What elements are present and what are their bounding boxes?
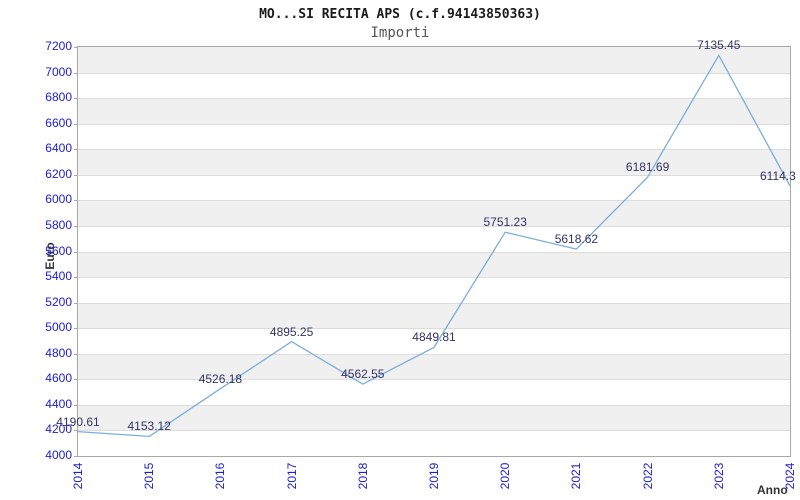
plot-band	[78, 47, 790, 73]
plot-band	[78, 149, 790, 175]
gridline	[78, 225, 790, 227]
plot-band	[78, 379, 790, 405]
line-series-path	[77, 54, 791, 438]
y-tick-label: 6800	[45, 90, 72, 105]
y-tick-mark	[74, 379, 78, 381]
y-tick-label: 5600	[45, 243, 72, 258]
y-tick-mark	[74, 353, 78, 355]
y-tick-mark	[74, 404, 78, 406]
y-tick-label: 5200	[45, 294, 72, 309]
gridline	[78, 353, 790, 355]
point-value-label: 4849.81	[412, 330, 456, 345]
gridline	[78, 149, 790, 151]
y-tick-label: 4200	[45, 422, 72, 437]
y-tick-label: 7000	[45, 64, 72, 79]
y-tick-mark	[74, 328, 78, 330]
y-tick-mark	[74, 456, 78, 457]
point-value-label: 4526.18	[198, 371, 243, 386]
point-value-label: 4153.12	[127, 419, 171, 434]
y-tick-mark	[74, 123, 78, 125]
chart-title: MO...SI RECITA APS (c.f.94143850363)	[259, 7, 541, 22]
y-tick-label: 5000	[45, 320, 72, 335]
point-value-label: 6114.3	[759, 168, 796, 183]
plot-band	[78, 353, 790, 380]
gridline	[78, 200, 790, 202]
gridline	[78, 98, 790, 100]
plot-band	[78, 302, 790, 329]
point-value-label: 6181.69	[625, 160, 670, 175]
y-tick-label: 6400	[45, 141, 72, 156]
point-value-label: 7135.45	[697, 38, 741, 53]
y-tick-mark	[74, 251, 78, 253]
plot-area	[77, 46, 791, 457]
y-tick-mark	[74, 277, 78, 279]
gridline	[78, 174, 790, 176]
y-tick-mark	[74, 72, 78, 74]
y-tick-mark	[74, 430, 78, 432]
point-value-label: 4895.25	[269, 324, 314, 339]
plot-band	[78, 251, 790, 278]
plot-band	[78, 200, 790, 226]
y-tick-mark	[74, 149, 78, 151]
y-tick-label: 5800	[45, 217, 72, 232]
plot-band	[78, 328, 790, 354]
y-tick-mark	[74, 98, 78, 100]
plot-band	[78, 72, 790, 99]
gridline	[78, 251, 790, 253]
y-tick-label: 6200	[45, 166, 72, 181]
y-tick-label: 5400	[45, 269, 72, 284]
y-tick-label: 6600	[45, 115, 72, 130]
y-tick-label: 4800	[45, 345, 72, 360]
plot-band	[78, 174, 790, 201]
gridline	[78, 379, 790, 381]
y-tick-label: 7200	[45, 39, 72, 53]
x-axis-title: Anno	[757, 483, 788, 497]
point-value-label: 4562.55	[341, 367, 385, 382]
gridline	[78, 277, 790, 279]
y-tick-label: 6000	[45, 192, 72, 207]
y-tick-mark	[74, 302, 78, 304]
gridline	[78, 430, 790, 432]
y-tick-label: 4000	[45, 448, 72, 462]
plot-band	[78, 404, 790, 431]
y-tick-mark	[74, 225, 78, 227]
y-tick-label: 4400	[45, 396, 72, 411]
point-value-label: 4190.61	[56, 414, 100, 429]
plot-band	[78, 430, 790, 456]
gridline	[78, 404, 790, 406]
plot-band	[78, 277, 790, 303]
y-tick-mark	[74, 200, 78, 202]
plot-band	[78, 98, 790, 124]
gridline	[78, 302, 790, 304]
y-tick-mark	[74, 47, 78, 48]
gridline	[78, 123, 790, 125]
point-value-label: 5618.62	[554, 232, 599, 247]
gridline	[78, 72, 790, 74]
plot-band	[78, 225, 790, 252]
y-tick-mark	[74, 174, 78, 176]
gridline	[78, 328, 790, 330]
y-tick-label: 4600	[45, 371, 72, 386]
point-value-label: 5751.23	[483, 215, 527, 230]
chart-subtitle: Importi	[370, 25, 430, 41]
